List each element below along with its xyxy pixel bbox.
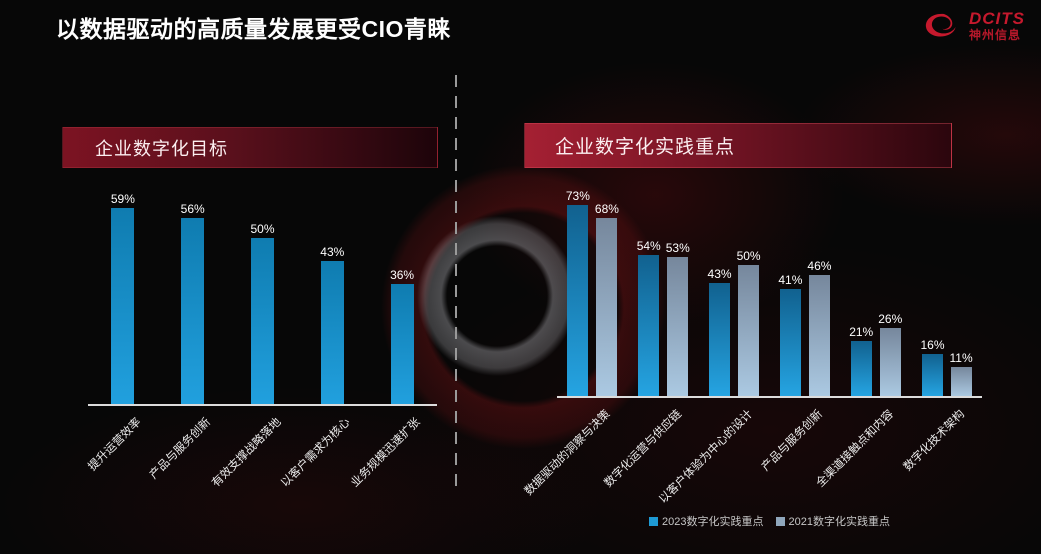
bar-value-label: 73% [565, 189, 590, 203]
bar-value-label: 54% [636, 239, 661, 253]
legend-label-2021: 2021数字化实践重点 [788, 516, 890, 528]
logo-brand: DCITS [969, 9, 1025, 28]
bar [111, 208, 135, 404]
bar [808, 275, 830, 396]
bar-value-label: 41% [778, 273, 803, 287]
bar-group: 73% 68% 数据驱动的洞察与决策 [523, 185, 628, 498]
bar-group: 54% 53% 数字化运营与供应链 [602, 185, 699, 490]
bar-value-label: 59% [110, 192, 135, 206]
category-label: 产品与服务创新 [760, 408, 826, 474]
bar-value-label: 21% [849, 325, 874, 339]
bar-value-label: 46% [807, 259, 832, 273]
legend-label-2023: 2023数字化实践重点 [662, 516, 764, 528]
bar-group: 43% 50% 以客户体验为中心的设计 [657, 185, 770, 506]
goals-chart-title: 企业数字化目标 [95, 138, 228, 159]
bar-value-label: 68% [594, 202, 619, 216]
category-label: 产品与服务创新 [147, 416, 214, 482]
bar [921, 354, 943, 396]
bar [738, 265, 760, 396]
legend-swatch-2021 [775, 516, 785, 526]
category-label: 提升运营效率 [86, 416, 144, 474]
bar [250, 238, 274, 404]
category-label: 数字化技术架构 [901, 408, 968, 474]
category-label: 数据驱动的洞察与决策 [523, 408, 614, 498]
bar-value-label: 26% [878, 312, 903, 326]
dcits-swirl-icon [925, 13, 956, 37]
bar [390, 284, 414, 404]
practice-chart-title: 企业数字化实践重点 [555, 137, 736, 158]
bar-value-label: 11% [949, 351, 973, 365]
bar [596, 218, 618, 396]
bar [181, 218, 205, 404]
bar [567, 205, 589, 396]
page-title: 以数据驱动的高质量发展更受CIO青睐 [56, 16, 451, 42]
bar [850, 341, 872, 396]
bar-value-label: 43% [320, 245, 345, 259]
legend-item-2023: 2023数字化实践重点 [649, 513, 764, 529]
bar-group: 56% 产品与服务创新 [148, 185, 228, 482]
practice-chart-title-banner: 企业数字化实践重点 [524, 123, 952, 168]
bar-group: 59% 提升运营效率 [86, 185, 158, 473]
practice-chart-plot: 73% 68% 数据驱动的洞察与决策 54% 53% 数字化运营与供应链 43% 50% 以客户… [523, 185, 982, 506]
chart-legend: 2023数字化实践重点 2021数字化实践重点 [557, 513, 982, 529]
dcits-logo: DCITS 神州信息 [923, 9, 1025, 42]
logo-company: 神州信息 [969, 27, 1022, 42]
bar [667, 257, 689, 396]
category-label: 业务规模迅速扩张 [349, 416, 423, 490]
bar [638, 255, 660, 396]
category-label: 以客户需求为核心 [279, 416, 353, 490]
bar-value-label: 50% [250, 222, 275, 236]
bar [709, 283, 731, 396]
section-divider [455, 75, 457, 495]
bar-value-label: 53% [665, 241, 690, 255]
goals-chart-plot: 59% 提升运营效率 56% 产品与服务创新 50% 有效支撑战略落地 43% 以客户需求为核… [86, 185, 437, 490]
bar [320, 261, 344, 404]
category-label: 有效支撑战略落地 [209, 416, 284, 490]
bar-value-label: 56% [180, 202, 205, 216]
legend-swatch-2023 [649, 516, 659, 526]
bar [879, 328, 901, 396]
bar-group: 16% 11% 数字化技术架构 [902, 185, 982, 474]
bar-value-label: 43% [707, 267, 732, 281]
bar [950, 367, 972, 396]
bar-group: 50% 有效支撑战略落地 [210, 185, 298, 490]
bar [779, 289, 801, 396]
category-label: 全渠道接触点和内容 [814, 408, 897, 490]
bar-value-label: 36% [390, 268, 415, 282]
logo-text: DCITS 神州信息 [969, 9, 1025, 42]
legend-item-2021: 2021数字化实践重点 [775, 513, 890, 529]
bar-group: 21% 26% 全渠道接触点和内容 [815, 185, 911, 490]
bar-value-label: 50% [736, 249, 761, 263]
bar-group: 43% 以客户需求为核心 [279, 185, 367, 490]
goals-chart-title-banner: 企业数字化目标 [62, 127, 438, 168]
bar-group: 36% 业务规模迅速扩张 [349, 185, 437, 490]
bar-value-label: 16% [920, 338, 945, 352]
bar-group: 41% 46% 产品与服务创新 [760, 185, 840, 474]
